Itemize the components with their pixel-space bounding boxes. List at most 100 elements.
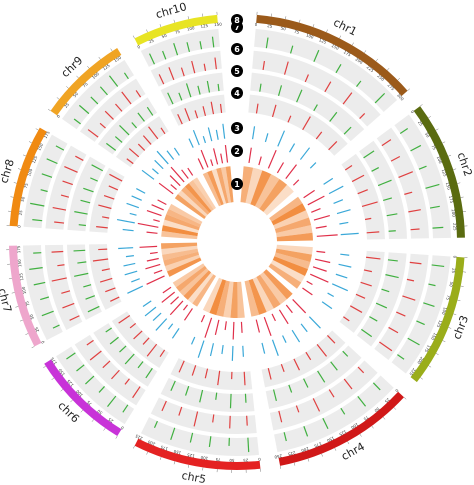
density-bar bbox=[109, 336, 119, 345]
density-bar bbox=[342, 350, 349, 357]
tick-label: 25 bbox=[18, 209, 24, 215]
density-bar bbox=[167, 323, 174, 330]
density-bar bbox=[75, 155, 84, 161]
tick-mark bbox=[420, 377, 423, 380]
density-bar bbox=[107, 395, 117, 408]
density-bar bbox=[309, 162, 317, 169]
tick-label: 75 bbox=[215, 457, 221, 462]
tick-mark bbox=[115, 435, 118, 439]
density-bar bbox=[262, 60, 266, 71]
density-bar bbox=[186, 42, 191, 53]
track-background bbox=[273, 375, 394, 453]
density-bar bbox=[131, 278, 140, 283]
tick-label: 0 bbox=[410, 109, 416, 114]
ring-label: 8 bbox=[234, 16, 240, 25]
density-bar bbox=[207, 127, 213, 142]
tick-label: 25 bbox=[267, 23, 273, 29]
track-background bbox=[391, 255, 451, 374]
density-bar bbox=[425, 183, 440, 189]
density-bar bbox=[313, 49, 320, 62]
track-background bbox=[394, 114, 451, 239]
heat-cell bbox=[174, 194, 206, 220]
density-bar bbox=[137, 112, 145, 122]
density-bar bbox=[104, 110, 114, 120]
tick-label: 125 bbox=[18, 272, 24, 281]
density-bar bbox=[396, 311, 406, 317]
tick-label: 175 bbox=[423, 344, 431, 354]
tick-label: 100 bbox=[91, 71, 100, 80]
track-background bbox=[160, 72, 224, 107]
density-bar bbox=[206, 80, 211, 93]
density-bar bbox=[29, 267, 43, 271]
tick-mark bbox=[10, 196, 14, 198]
density-bar bbox=[166, 150, 175, 160]
density-bar bbox=[333, 199, 344, 204]
heat-cell bbox=[272, 256, 308, 276]
density-bar bbox=[184, 108, 191, 122]
tick-label: 250 bbox=[376, 73, 385, 82]
density-bar bbox=[255, 319, 260, 333]
heat-cell bbox=[268, 196, 303, 222]
tick-mark bbox=[31, 346, 35, 349]
density-bar bbox=[116, 219, 135, 224]
density-bar bbox=[83, 187, 94, 193]
density-bar bbox=[73, 118, 81, 125]
density-bar bbox=[54, 221, 65, 224]
heat-cell bbox=[275, 248, 312, 262]
density-bar bbox=[194, 110, 199, 119]
tick-mark bbox=[19, 319, 23, 322]
tick-mark bbox=[13, 182, 17, 184]
tick-mark bbox=[382, 416, 386, 420]
tick-mark bbox=[457, 299, 461, 302]
density-bar bbox=[388, 230, 396, 232]
chromosome-band bbox=[278, 391, 404, 466]
track-background bbox=[67, 156, 106, 232]
tick-label: 50 bbox=[161, 33, 168, 40]
density-bar bbox=[291, 329, 301, 343]
tick-label: 175 bbox=[159, 444, 168, 451]
ring-label: 4 bbox=[234, 89, 240, 98]
density-bar bbox=[119, 345, 127, 353]
ring-label: 2 bbox=[234, 147, 240, 156]
density-bar bbox=[355, 293, 366, 299]
density-bar bbox=[178, 92, 183, 101]
density-bar bbox=[125, 255, 134, 258]
density-bar bbox=[40, 296, 50, 301]
tick-label: 100 bbox=[350, 422, 360, 431]
tick-mark bbox=[132, 35, 135, 39]
tick-mark bbox=[386, 68, 390, 71]
density-bar bbox=[199, 41, 203, 50]
density-bar bbox=[131, 195, 142, 201]
tick-label: 175 bbox=[43, 130, 51, 140]
density-bar bbox=[331, 283, 349, 292]
density-bar bbox=[159, 349, 166, 358]
tick-label: 50 bbox=[373, 406, 380, 413]
density-bar bbox=[357, 395, 367, 407]
density-bar bbox=[410, 144, 422, 152]
tick-mark bbox=[60, 389, 64, 392]
density-bar bbox=[157, 199, 167, 206]
density-bar bbox=[278, 410, 283, 423]
density-bar bbox=[313, 104, 318, 112]
density-bar bbox=[102, 360, 111, 369]
density-bar bbox=[46, 158, 58, 165]
tick-label: 25 bbox=[243, 458, 249, 463]
density-bar bbox=[390, 155, 401, 162]
density-bar bbox=[170, 184, 177, 191]
density-bar bbox=[170, 296, 180, 305]
density-bar bbox=[146, 343, 158, 357]
density-bar bbox=[202, 136, 207, 144]
density-bar bbox=[90, 96, 99, 105]
density-bar bbox=[330, 361, 338, 371]
density-bar bbox=[357, 189, 368, 195]
density-bar bbox=[324, 81, 332, 93]
density-bar bbox=[231, 345, 234, 361]
density-bar bbox=[119, 125, 130, 136]
density-bar bbox=[149, 251, 158, 255]
density-bar bbox=[60, 194, 70, 198]
density-bar bbox=[283, 61, 289, 75]
tick-mark bbox=[371, 425, 374, 429]
density-bar bbox=[105, 327, 112, 333]
tick-mark bbox=[339, 35, 342, 39]
density-bar bbox=[322, 417, 329, 429]
